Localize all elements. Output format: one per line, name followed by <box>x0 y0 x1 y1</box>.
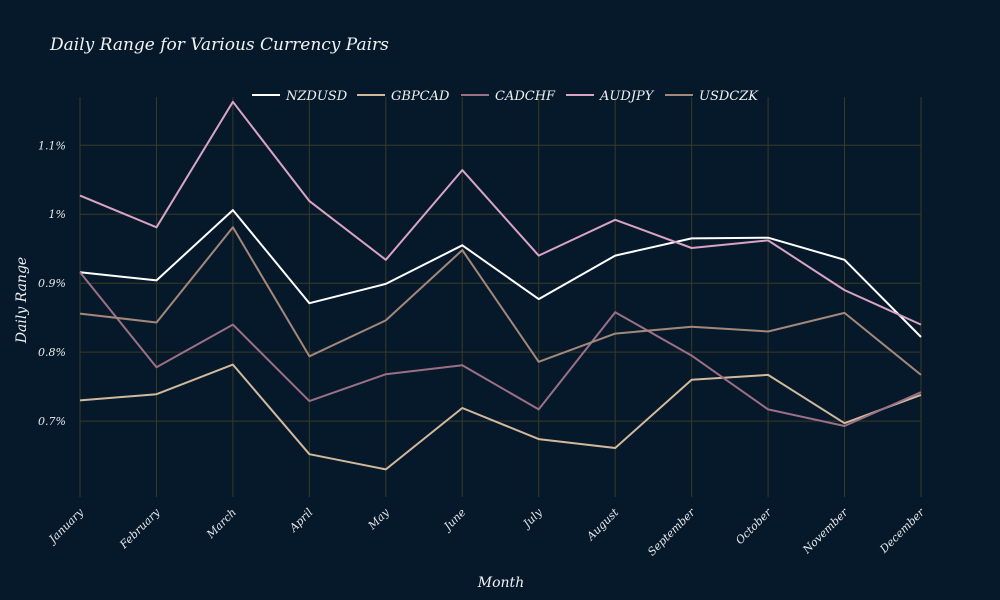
legend-label: AUDJPY <box>599 89 655 104</box>
legend-label: CADCHF <box>495 89 556 104</box>
series-line-gbpcad <box>79 363 922 471</box>
series-lines <box>79 100 922 471</box>
y-tick-label: 0.9% <box>38 277 66 290</box>
legend: NZDUSD GBPCAD CADCHF AUDJPY USDCZK <box>252 89 759 104</box>
legend-label: GBPCAD <box>391 89 450 104</box>
y-axis-title: Daily Range <box>14 257 30 344</box>
series-line-cadchf <box>79 271 922 427</box>
series-line-audjpy <box>79 100 922 326</box>
y-tick-label: 1% <box>49 208 66 221</box>
y-axis-ticks: 0.7% 0.8% 0.9% 1% 1.1% <box>38 139 66 428</box>
y-tick-label: 0.8% <box>38 346 66 359</box>
y-tick-label: 0.7% <box>38 415 66 428</box>
grid-lines <box>79 97 922 497</box>
chart-title: Daily Range for Various Currency Pairs <box>49 35 389 55</box>
series-line-usdczk <box>79 226 922 376</box>
legend-label: NZDUSD <box>285 89 348 104</box>
x-axis-title: Month <box>477 575 524 591</box>
legend-label: USDCZK <box>699 89 759 104</box>
y-tick-label: 1.1% <box>38 139 66 152</box>
series-line-nzdusd <box>79 209 922 338</box>
